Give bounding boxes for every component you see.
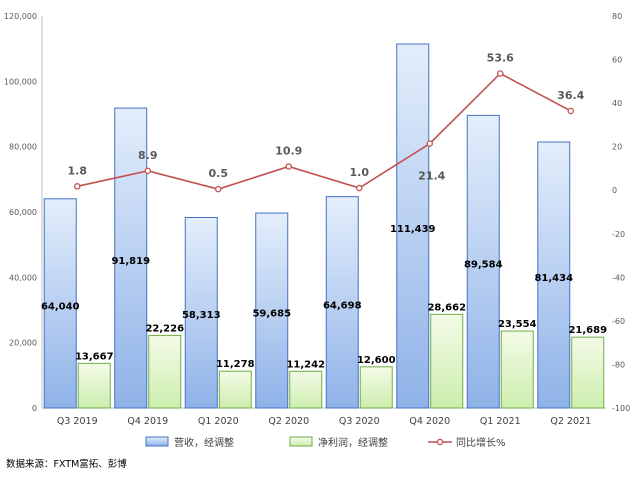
growth-data-label: 10.9: [275, 144, 302, 157]
right-y-tick-label: 0: [612, 186, 617, 195]
right-y-tick-label: 40: [612, 99, 622, 108]
x-tick-label: Q1 2021: [480, 416, 521, 427]
net-profit-data-label: 21,689: [568, 325, 607, 336]
left-y-tick-label: 120,000: [4, 12, 37, 21]
net-profit-data-label: 13,667: [75, 351, 114, 362]
growth-point: [567, 107, 575, 115]
legend-label: 营收，经调整: [174, 436, 234, 449]
growth-data-label: 0.5: [209, 167, 229, 180]
growth-data-label: 36.4: [557, 89, 584, 102]
revenue-data-label: 111,439: [390, 224, 436, 235]
legend-label: 净利润，经调整: [318, 436, 388, 449]
growth-point: [496, 70, 504, 77]
growth-data-label: 1.8: [68, 164, 88, 177]
revenue-data-label: 64,698: [323, 300, 362, 311]
legend-swatch: [289, 436, 313, 447]
legend-label: 同比增长%: [456, 436, 506, 449]
growth-point: [214, 185, 222, 193]
revenue-data-label: 59,685: [252, 309, 291, 320]
net-profit-bar: [148, 334, 182, 409]
growth-data-label: 1.0: [350, 166, 370, 179]
left-y-tick-label: 80,000: [9, 143, 37, 152]
revenue-bar: [43, 198, 77, 409]
revenue-data-label: 91,819: [111, 256, 150, 267]
growth-data-label: 8.9: [138, 149, 158, 162]
net-profit-data-label: 28,662: [427, 302, 466, 313]
growth-point: [426, 140, 433, 147]
net-profit-bar: [289, 370, 323, 409]
growth-line: [77, 72, 572, 190]
growth-point: [285, 163, 292, 170]
revenue-bar: [537, 141, 571, 409]
right-y-tick-label: 60: [612, 56, 622, 65]
revenue-bar: [184, 217, 218, 409]
revenue-bar: [396, 43, 430, 409]
right-y-tick-label: 80: [612, 12, 622, 21]
revenue-bar: [325, 196, 359, 409]
revenue-bar: [114, 107, 148, 409]
x-tick-label: Q2 2021: [550, 416, 591, 427]
revenue-bar: [255, 212, 289, 409]
revenue-data-label: 89,584: [464, 260, 503, 271]
net-profit-data-label: 12,600: [357, 355, 396, 366]
revenue-bar: [466, 114, 500, 409]
growth-data-label: 53.6: [487, 51, 514, 64]
x-tick-label: Q4 2019: [127, 416, 168, 427]
left-y-tick-label: 100,000: [4, 77, 37, 86]
x-tick-label: Q1 2020: [198, 416, 239, 427]
net-profit-bar: [218, 370, 252, 409]
left-y-tick-label: 40,000: [9, 273, 37, 282]
growth-point: [355, 184, 363, 192]
right-y-tick-label: -60: [612, 317, 625, 326]
right-y-tick-label: -80: [612, 360, 625, 369]
net-profit-data-label: 22,226: [145, 323, 184, 334]
right-y-tick-label: -40: [612, 273, 625, 282]
revenue-data-label: 58,313: [182, 310, 221, 321]
net-profit-bar: [571, 336, 605, 409]
left-y-tick-label: 20,000: [9, 339, 37, 348]
revenue-data-label: 81,434: [534, 273, 573, 284]
legend-swatch: [145, 436, 169, 447]
growth-data-label: 21.4: [418, 170, 445, 183]
x-tick-label: Q3 2020: [339, 416, 380, 427]
net-profit-data-label: 11,242: [286, 359, 325, 370]
net-profit-bar: [500, 330, 534, 409]
net-profit-bar: [430, 313, 464, 409]
x-tick-label: Q3 2019: [57, 416, 98, 427]
x-tick-label: Q4 2020: [409, 416, 450, 427]
net-profit-data-label: 23,554: [498, 319, 537, 330]
legend-marker: [436, 438, 444, 446]
x-tick-label: Q2 2020: [268, 416, 309, 427]
revenue-data-label: 64,040: [41, 301, 80, 312]
net-profit-bar: [359, 366, 393, 409]
growth-point: [74, 183, 81, 190]
net-profit-data-label: 11,278: [216, 359, 255, 370]
net-profit-bar: [77, 362, 111, 409]
left-y-tick-label: 0: [32, 404, 37, 413]
right-y-tick-label: -100: [612, 404, 630, 413]
growth-point: [144, 167, 151, 175]
left-y-tick-label: 60,000: [9, 208, 37, 217]
right-y-tick-label: 20: [612, 143, 622, 152]
source-note: 数据来源：FXTM富拓、彭博: [6, 458, 127, 470]
right-y-tick-label: -20: [612, 230, 625, 239]
